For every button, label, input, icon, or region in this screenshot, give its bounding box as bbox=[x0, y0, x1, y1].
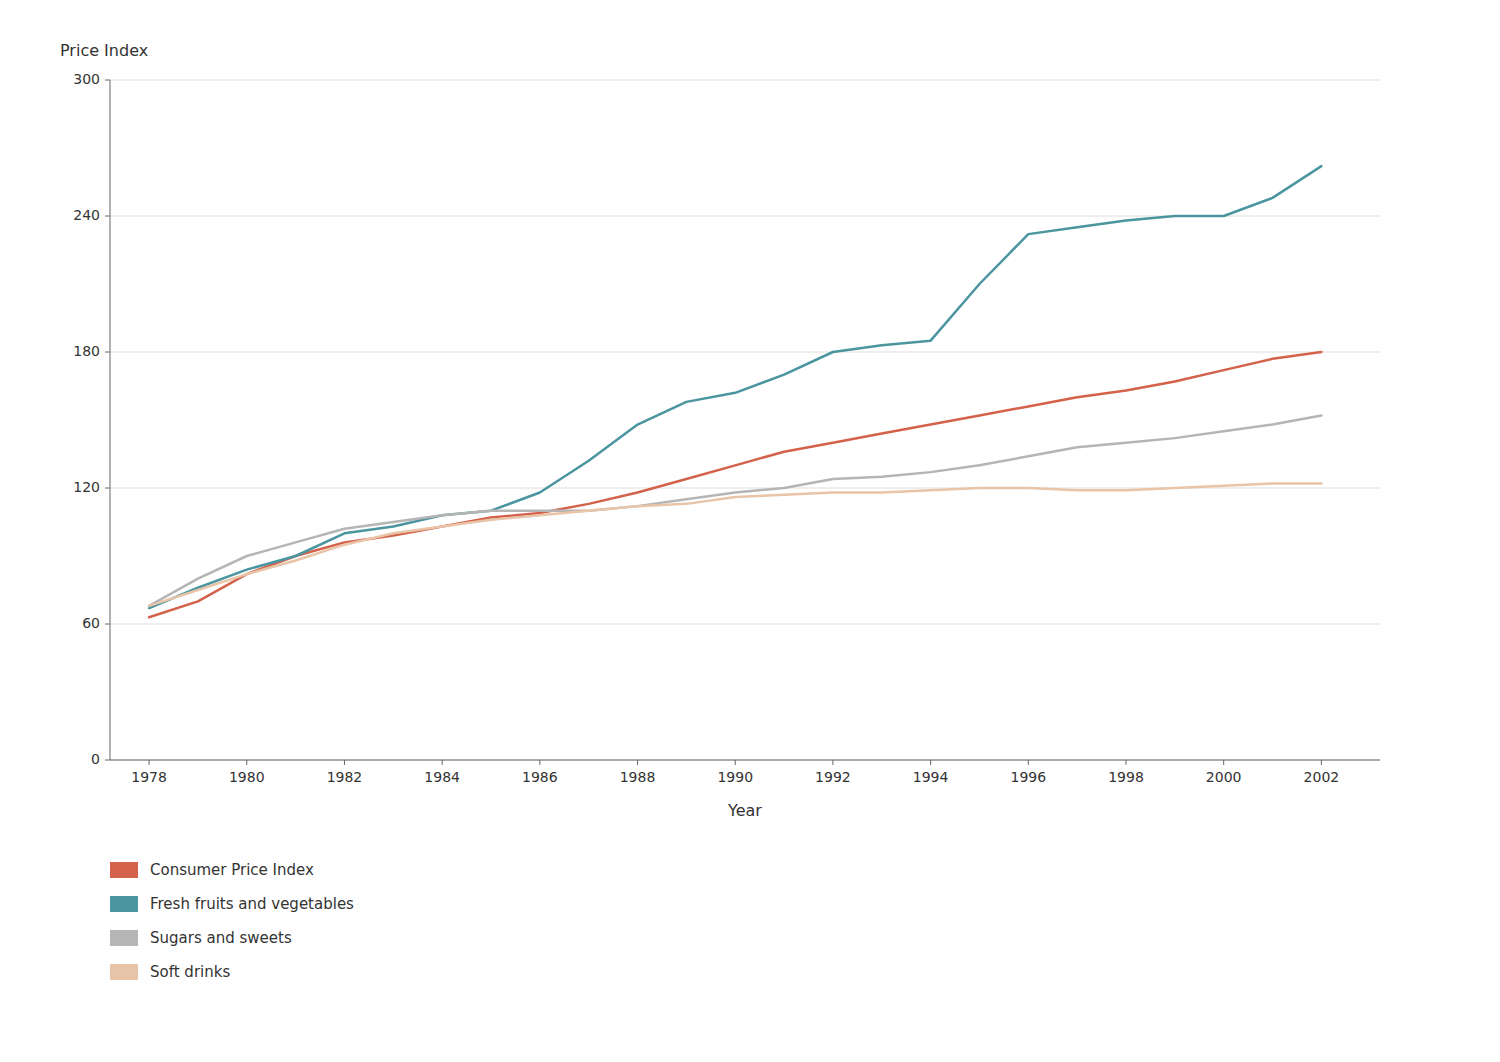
x-tick-label: 1996 bbox=[1010, 769, 1046, 785]
series-line bbox=[149, 166, 1321, 608]
x-tick bbox=[149, 760, 150, 765]
grid-line bbox=[110, 624, 1380, 625]
x-tick-label: 1992 bbox=[815, 769, 851, 785]
x-tick-label: 1984 bbox=[424, 769, 460, 785]
x-tick-label: 1986 bbox=[522, 769, 558, 785]
grid-line bbox=[110, 760, 1380, 761]
series-line bbox=[149, 415, 1321, 605]
y-tick-label: 240 bbox=[73, 207, 100, 223]
x-tick bbox=[832, 760, 833, 765]
y-axis-label: Price Index bbox=[60, 41, 148, 60]
chart-container: 0 60 120 180 240 300 1978 1980 1982 1984 1986 1988 1… bbox=[0, 0, 1500, 1062]
y-tick-label: 60 bbox=[82, 615, 100, 631]
x-tick bbox=[735, 760, 736, 765]
legend-label: Soft drinks bbox=[150, 963, 230, 981]
x-tick bbox=[344, 760, 345, 765]
y-tick bbox=[105, 760, 110, 761]
y-tick bbox=[105, 216, 110, 217]
y-tick bbox=[105, 352, 110, 353]
chart-svg: 0 60 120 180 240 300 1978 1980 1982 1984 1986 1988 1… bbox=[0, 0, 1500, 1062]
y-tick-label: 0 bbox=[91, 751, 100, 767]
x-tick-label: 2002 bbox=[1304, 769, 1340, 785]
axes: 0 60 120 180 240 300 1978 1980 1982 1984 1986 1988 1… bbox=[73, 71, 1380, 785]
grid-line bbox=[110, 352, 1380, 353]
x-tick bbox=[539, 760, 540, 765]
x-tick bbox=[1126, 760, 1127, 765]
legend-label: Sugars and sweets bbox=[150, 929, 292, 947]
grid bbox=[110, 80, 1380, 760]
x-tick bbox=[1223, 760, 1224, 765]
x-tick-label: 1982 bbox=[327, 769, 363, 785]
legend-swatch bbox=[110, 964, 138, 980]
y-tick-label: 120 bbox=[73, 479, 100, 495]
x-tick-label: 1988 bbox=[620, 769, 656, 785]
x-axis-line bbox=[110, 760, 1380, 761]
x-tick-label: 2000 bbox=[1206, 769, 1242, 785]
legend-swatch bbox=[110, 930, 138, 946]
page: {"chart_data": {"type": "line", "y_label… bbox=[0, 0, 1500, 1062]
x-tick bbox=[246, 760, 247, 765]
x-tick bbox=[930, 760, 931, 765]
y-tick bbox=[105, 488, 110, 489]
grid-line bbox=[110, 80, 1380, 81]
x-tick bbox=[1321, 760, 1322, 765]
legend-label: Consumer Price Index bbox=[150, 861, 314, 879]
legend: Consumer Price Index Fresh fruits and veg… bbox=[110, 861, 354, 981]
x-axis-label: Year bbox=[727, 801, 762, 820]
series-line bbox=[149, 483, 1321, 605]
x-tick-label: 1998 bbox=[1108, 769, 1144, 785]
legend-swatch bbox=[110, 862, 138, 878]
y-tick bbox=[105, 80, 110, 81]
x-tick bbox=[1028, 760, 1029, 765]
legend-label: Fresh fruits and vegetables bbox=[150, 895, 354, 913]
x-tick-label: 1990 bbox=[717, 769, 753, 785]
x-tick-label: 1980 bbox=[229, 769, 265, 785]
x-tick bbox=[442, 760, 443, 765]
legend-swatch bbox=[110, 896, 138, 912]
x-tick bbox=[637, 760, 638, 765]
y-tick bbox=[105, 624, 110, 625]
x-tick-label: 1994 bbox=[913, 769, 949, 785]
x-tick-label: 1978 bbox=[131, 769, 167, 785]
series-lines bbox=[149, 166, 1321, 617]
y-tick-label: 300 bbox=[73, 71, 100, 87]
y-axis-line bbox=[110, 80, 111, 760]
y-tick-label: 180 bbox=[73, 343, 100, 359]
